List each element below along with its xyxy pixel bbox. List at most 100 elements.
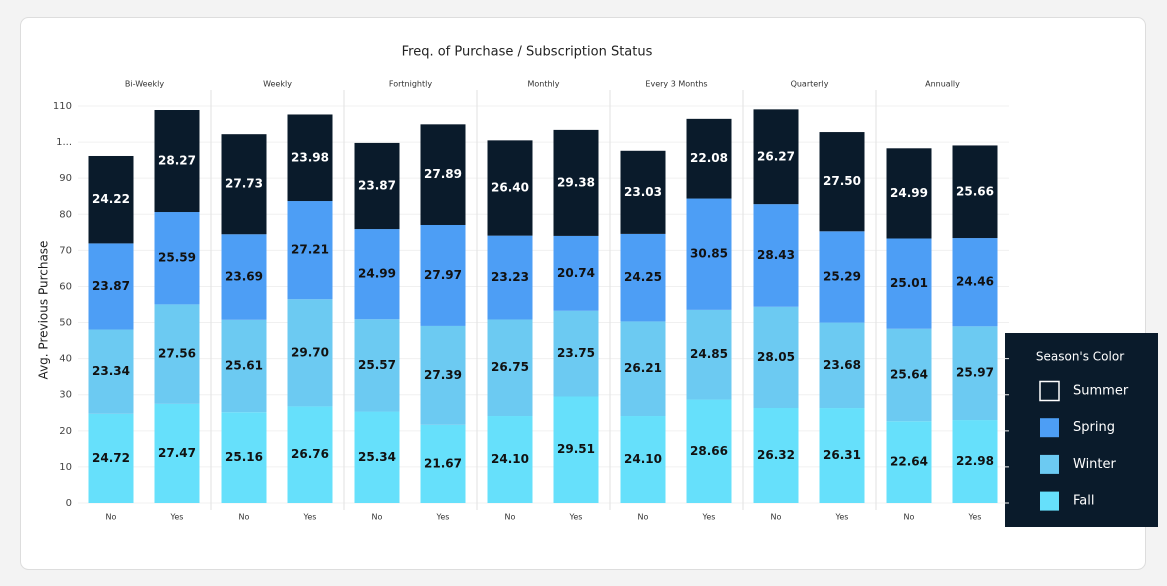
bar-segment <box>886 421 932 503</box>
data-label: 27.21 <box>291 243 329 257</box>
data-label: 23.75 <box>557 346 595 360</box>
y-tick-label: 70 <box>59 245 72 256</box>
facet-label: Quarterly <box>791 80 829 89</box>
data-label: 29.70 <box>291 345 329 359</box>
bar-segment <box>221 134 267 235</box>
bar-segment <box>88 243 134 330</box>
data-label: 28.05 <box>757 350 795 364</box>
legend-swatch <box>1040 454 1059 474</box>
data-label: 28.43 <box>757 248 795 262</box>
bar-segment <box>354 229 400 320</box>
y-tick-label: 20 <box>59 426 72 437</box>
bar-segment <box>686 309 732 400</box>
data-label: 25.01 <box>890 276 928 290</box>
facet-label: Bi-Weekly <box>125 80 164 89</box>
data-label: 28.27 <box>158 154 196 168</box>
legend-label: Spring <box>1073 420 1115 435</box>
facet-label: Monthly <box>527 80 559 89</box>
data-label: 23.03 <box>624 185 662 199</box>
bar-segment <box>221 319 267 413</box>
y-tick-label: 40 <box>59 354 72 365</box>
data-label: 24.46 <box>956 275 994 289</box>
x-tick-label: No <box>239 513 250 522</box>
data-label: 24.99 <box>890 186 928 200</box>
data-label: 30.85 <box>690 247 728 261</box>
bar-segment <box>154 212 200 305</box>
data-label: 27.56 <box>158 347 196 361</box>
bar-segment <box>88 329 134 414</box>
x-tick-label: No <box>904 513 915 522</box>
data-label: 23.98 <box>291 150 329 164</box>
x-tick-label: No <box>372 513 383 522</box>
x-tick-label: Yes <box>835 513 849 522</box>
data-label: 26.75 <box>491 360 529 374</box>
data-label: 27.50 <box>823 174 861 188</box>
data-label: 23.87 <box>92 279 130 293</box>
data-label: 22.98 <box>956 454 994 468</box>
bar-segment <box>620 150 666 234</box>
bar-segment <box>420 124 466 225</box>
facet-label: Fortnightly <box>389 80 432 89</box>
bar-segment <box>487 235 533 320</box>
y-tick-label: 10 <box>59 462 72 473</box>
bar-segment <box>154 403 200 503</box>
y-tick-label: 1... <box>56 137 72 148</box>
data-label: 26.40 <box>491 180 529 194</box>
data-label: 28.66 <box>690 444 728 458</box>
x-tick-label: Yes <box>569 513 583 522</box>
data-label: 26.76 <box>291 447 329 461</box>
bar-segment <box>221 412 267 503</box>
x-tick-label: No <box>505 513 516 522</box>
bar-segment <box>287 114 333 202</box>
x-tick-label: No <box>638 513 649 522</box>
data-label: 27.47 <box>158 446 196 460</box>
data-label: 24.25 <box>624 270 662 284</box>
data-label: 26.32 <box>757 448 795 462</box>
bar-segment <box>354 142 400 230</box>
bar-segment <box>886 148 932 239</box>
bar-segment <box>553 396 599 503</box>
y-tick-label: 30 <box>59 390 72 401</box>
x-tick-label: Yes <box>436 513 450 522</box>
bar-segment <box>287 299 333 407</box>
data-label: 27.73 <box>225 177 263 191</box>
x-tick-label: No <box>771 513 782 522</box>
chart-title: Freq. of Purchase / Subscription Status <box>402 45 653 60</box>
bar-segment <box>686 198 732 310</box>
y-tick-label: 60 <box>59 281 72 292</box>
data-label: 25.57 <box>358 358 396 372</box>
legend-label: Summer <box>1073 384 1129 399</box>
data-label: 23.68 <box>823 358 861 372</box>
data-label: 25.66 <box>956 184 994 198</box>
x-tick-label: Yes <box>968 513 982 522</box>
data-label: 25.64 <box>890 368 928 382</box>
bar-segment <box>88 413 134 503</box>
data-label: 25.97 <box>956 366 994 380</box>
legend-swatch <box>1039 380 1060 402</box>
data-label: 21.67 <box>424 456 462 470</box>
legend-label: Winter <box>1073 457 1117 472</box>
data-label: 25.34 <box>358 450 396 464</box>
data-label: 20.74 <box>557 266 595 280</box>
data-label: 25.29 <box>823 269 861 283</box>
y-tick-label: 90 <box>59 173 72 184</box>
bar-segment <box>287 406 333 503</box>
bar-segment <box>819 231 865 323</box>
bar-segment <box>753 408 799 503</box>
data-label: 27.97 <box>424 268 462 282</box>
data-label: 24.72 <box>92 451 130 465</box>
bar-segment <box>819 322 865 409</box>
data-label: 29.38 <box>557 175 595 189</box>
bar-segment <box>753 204 799 307</box>
facet-label: Every 3 Months <box>645 80 707 89</box>
bar-segment <box>553 310 599 397</box>
data-label: 25.16 <box>225 450 263 464</box>
bar-segment <box>620 321 666 417</box>
data-label: 24.99 <box>358 267 396 281</box>
bar-segment <box>819 408 865 503</box>
legend-swatch <box>1040 491 1059 511</box>
bar-segment <box>952 420 998 503</box>
bar-segment <box>420 224 466 326</box>
bar-segment <box>354 411 400 503</box>
